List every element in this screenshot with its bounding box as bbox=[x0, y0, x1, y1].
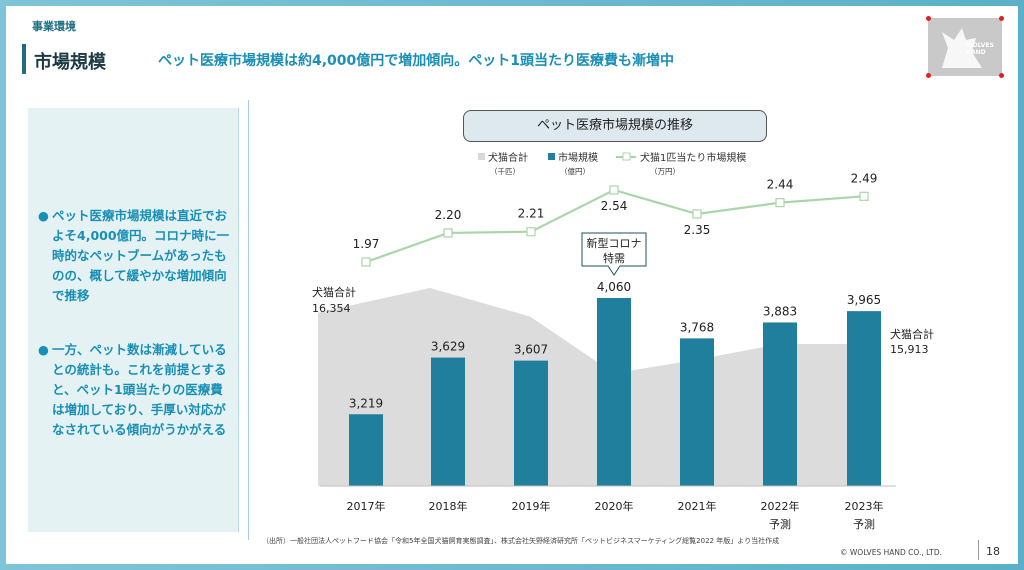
title-accent-bar bbox=[22, 44, 26, 74]
corner-marker bbox=[999, 16, 1004, 21]
logo-text: WOLVES HAND bbox=[966, 42, 994, 56]
annotation-line: 特需 bbox=[603, 251, 625, 265]
copyright: © WOLVES HAND CO., LTD. bbox=[840, 548, 942, 557]
bar-value-label: 3,883 bbox=[763, 304, 797, 318]
annotation-callout bbox=[581, 232, 647, 276]
line-value-label: 2.35 bbox=[684, 223, 711, 237]
line-value-label: 2.21 bbox=[518, 207, 545, 221]
summary-bullet-1: ● ペット医療市場規模は直近でおよそ4,000億円。コロナ時に一時的なペットブー… bbox=[38, 206, 234, 306]
x-tick-note: 予測 bbox=[769, 517, 791, 531]
bar-market-size bbox=[597, 298, 631, 486]
line-value-label: 2.49 bbox=[851, 171, 878, 185]
legend-unit: （万円） bbox=[650, 167, 680, 176]
legend-label: 犬猫合計 bbox=[488, 151, 528, 164]
x-tick-label: 2017年 bbox=[347, 499, 386, 513]
area-end-name: 犬猫合計 bbox=[890, 327, 934, 341]
wolf-logo-icon bbox=[942, 28, 982, 68]
x-tick-label: 2019年 bbox=[512, 499, 551, 513]
bar-market-size bbox=[349, 414, 383, 486]
x-tick-label: 2022年 bbox=[761, 499, 800, 513]
chart-title: ペット医療市場規模の推移 bbox=[463, 110, 767, 142]
bar-market-size bbox=[431, 357, 465, 486]
bullet-dot-icon: ● bbox=[38, 208, 49, 223]
logo-text-line-1: WOLVES bbox=[966, 42, 994, 49]
area-start-value: 16,354 bbox=[312, 302, 351, 315]
line-value-label: 1.97 bbox=[353, 237, 380, 251]
area-start-name: 犬猫合計 bbox=[312, 285, 356, 299]
line-point bbox=[361, 257, 371, 267]
summary-bullet-2: ● 一方、ペット数は漸減しているとの統計も。これを前提とすると、ペット1頭当たり… bbox=[38, 340, 234, 440]
line-point bbox=[609, 185, 619, 195]
annotation-line: 新型コロナ bbox=[587, 236, 642, 250]
page-subtitle: ペット医療市場規模は約4,000億円で増加傾向。ペット1頭当たり医療費も漸増中 bbox=[158, 53, 675, 69]
legend-swatch bbox=[548, 153, 555, 160]
bar-market-size bbox=[514, 360, 548, 486]
corner-marker bbox=[926, 73, 931, 78]
bar-value-label: 3,629 bbox=[431, 340, 465, 354]
x-tick-label: 2023年 bbox=[845, 499, 884, 513]
line-point bbox=[526, 227, 536, 237]
company-logo: WOLVES HAND bbox=[926, 16, 1004, 78]
bar-value-label: 4,060 bbox=[597, 280, 631, 294]
corner-marker bbox=[926, 16, 931, 21]
bar-value-label: 3,607 bbox=[514, 343, 548, 357]
x-tick-note: 予測 bbox=[853, 517, 875, 531]
section-label: 事業環境 bbox=[32, 20, 76, 33]
line-value-label: 2.44 bbox=[767, 178, 794, 192]
line-value-label: 2.54 bbox=[601, 199, 628, 213]
source-note: （出所）一般社団法人ペットフード協会「令和5年全国犬猫飼育実態調査」、株式会社矢… bbox=[262, 537, 780, 545]
x-tick-label: 2018年 bbox=[429, 499, 468, 513]
legend-unit: （億円） bbox=[560, 166, 590, 176]
bar-market-size bbox=[763, 322, 797, 486]
area-end-value: 15,913 bbox=[890, 343, 929, 356]
legend-label: 市場規模 bbox=[558, 151, 598, 164]
panel-divider bbox=[248, 100, 249, 540]
legend-unit: （千匹） bbox=[490, 166, 520, 176]
bar-value-label: 3,768 bbox=[680, 320, 714, 334]
line-point bbox=[775, 198, 785, 208]
page-separator bbox=[978, 540, 979, 560]
line-point bbox=[859, 191, 869, 201]
line-point bbox=[443, 228, 453, 238]
line-point bbox=[692, 209, 702, 219]
bullet-text: 一方、ペット数は漸減しているとの統計も。これを前提とすると、ペット1頭当たりの医… bbox=[52, 342, 227, 437]
x-tick-label: 2021年 bbox=[678, 499, 717, 513]
summary-panel: ● ペット医療市場規模は直近でおよそ4,000億円。コロナ時に一時的なペットブー… bbox=[28, 108, 239, 532]
page-title: 市場規模 bbox=[34, 52, 106, 73]
logo-text-line-2: HAND bbox=[966, 49, 986, 56]
bullet-dot-icon: ● bbox=[38, 342, 49, 357]
line-value-label: 2.20 bbox=[435, 208, 462, 222]
bar-market-size bbox=[847, 311, 881, 486]
legend-swatch bbox=[478, 153, 485, 160]
bullet-text: ペット医療市場規模は直近でおよそ4,000億円。コロナ時に一時的なペットブームが… bbox=[52, 208, 230, 303]
legend-label: 犬猫1匹当たり市場規模 bbox=[640, 151, 746, 164]
corner-marker bbox=[999, 73, 1004, 78]
page-number: 18 bbox=[986, 545, 1000, 558]
x-tick-label: 2020年 bbox=[595, 499, 634, 513]
bar-value-label: 3,219 bbox=[349, 396, 383, 410]
bar-value-label: 3,965 bbox=[847, 293, 881, 307]
legend-marker bbox=[622, 152, 631, 161]
bar-market-size bbox=[680, 338, 714, 486]
